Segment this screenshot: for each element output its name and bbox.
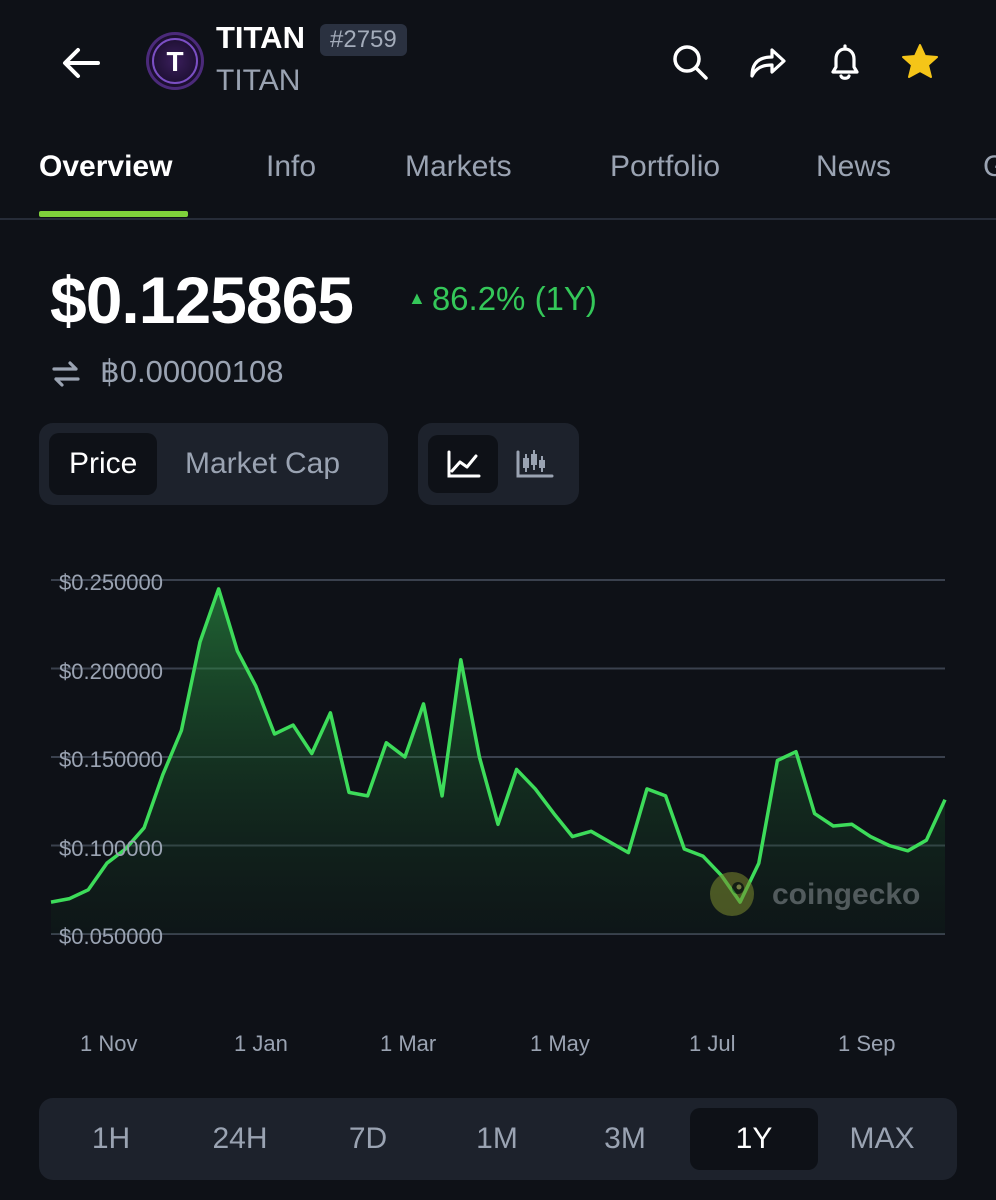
price-marketcap-toggle: Price Market Cap (39, 423, 388, 505)
x-tick-label: 1 Jan (234, 1031, 288, 1056)
y-tick-label: $0.100000 (59, 836, 163, 861)
range-1h[interactable]: 1H (91, 1122, 131, 1155)
back-arrow-icon[interactable] (58, 40, 104, 86)
tab-news[interactable]: News (816, 150, 892, 183)
y-tick-label: $0.200000 (59, 659, 163, 684)
x-tick-label: 1 Sep (838, 1031, 896, 1056)
range-3m[interactable]: 3M (604, 1122, 646, 1155)
line-chart-icon[interactable] (428, 435, 498, 493)
time-range-selector: 1H 24H 7D 1M 3M 1Y MAX (39, 1098, 957, 1180)
swap-arrows-icon (50, 358, 82, 390)
tab-markets[interactable]: Markets (405, 150, 512, 183)
header: T TITAN #2759 TITAN (0, 0, 996, 130)
coin-symbol: TITAN (216, 64, 301, 97)
range-max[interactable]: MAX (849, 1122, 915, 1155)
search-icon[interactable] (668, 40, 712, 84)
x-tick-label: 1 Nov (80, 1031, 138, 1056)
price-chart-svg: coingecko (50, 579, 947, 935)
bell-icon[interactable] (823, 40, 867, 84)
toggle-price[interactable]: Price (49, 433, 158, 495)
x-tick-label: 1 May (530, 1031, 590, 1056)
logo-letter: T (166, 46, 183, 77)
range-7d[interactable]: 7D (348, 1122, 388, 1155)
rank-badge: #2759 (320, 24, 407, 56)
price-change: ▲ 86.2% (1Y) (408, 280, 597, 318)
coin-name: TITAN (216, 20, 305, 55)
y-tick-label: $0.250000 (59, 570, 163, 595)
tab-info[interactable]: Info (266, 150, 317, 183)
candlestick-icon[interactable] (500, 435, 570, 493)
tab-bar: Overview Info Markets Portfolio News G (0, 130, 996, 220)
price-btc: ฿0.00000108 (100, 354, 284, 389)
up-triangle-icon: ▲ (408, 288, 426, 308)
coingecko-watermark: coingecko (710, 872, 920, 916)
tab-portfolio[interactable]: Portfolio (610, 150, 721, 183)
coin-logo: T (146, 32, 204, 90)
price-change-value: 86.2% (1Y) (431, 280, 597, 317)
x-tick-label: 1 Mar (380, 1031, 437, 1056)
range-1m[interactable]: 1M (476, 1122, 518, 1155)
y-tick-label: $0.150000 (59, 747, 163, 772)
price-usd: $0.125865 (50, 263, 354, 337)
x-tick-label: 1 Jul (689, 1031, 736, 1056)
price-area-fill (51, 588, 945, 934)
price-btc-row: ฿0.00000108 (50, 354, 284, 390)
active-tab-indicator (39, 211, 188, 217)
price-chart[interactable]: coingecko $0.250000 $0.200000 $0.150000 … (0, 540, 996, 1085)
share-icon[interactable] (746, 40, 790, 84)
range-1y[interactable]: 1Y (690, 1108, 818, 1170)
price-line (50, 587, 947, 904)
star-icon[interactable] (898, 40, 942, 84)
chart-type-toggle (418, 423, 579, 505)
toggle-market-cap[interactable]: Market Cap (185, 447, 341, 480)
range-24h[interactable]: 24H (212, 1122, 268, 1155)
watermark-text: coingecko (772, 878, 920, 911)
y-tick-label: $0.050000 (59, 924, 163, 949)
tab-partial[interactable]: G (983, 150, 996, 183)
tab-overview[interactable]: Overview (39, 150, 173, 183)
